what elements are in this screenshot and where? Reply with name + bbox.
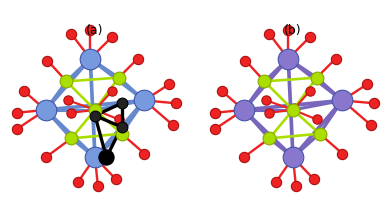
Point [212, 111, 218, 114]
Point [266, 111, 272, 114]
Point [273, 180, 279, 184]
Point [307, 89, 313, 93]
Point [65, 99, 71, 102]
Point [109, 89, 115, 93]
Point [42, 156, 49, 159]
Point [285, 28, 291, 32]
Point [116, 118, 122, 121]
Point [314, 76, 320, 79]
Point [118, 132, 125, 135]
Point [166, 83, 172, 86]
Point [95, 184, 101, 188]
Point [113, 178, 119, 181]
Point [44, 59, 51, 62]
Point [212, 127, 218, 131]
Point [240, 108, 247, 112]
Point [219, 89, 225, 93]
Text: (b): (b) [284, 24, 302, 37]
Point [370, 102, 377, 105]
Text: (a): (a) [86, 24, 104, 37]
Point [68, 137, 74, 140]
Point [368, 123, 374, 127]
Point [87, 57, 93, 60]
Point [87, 28, 93, 32]
Point [307, 35, 313, 39]
Point [316, 132, 323, 135]
Point [333, 57, 339, 60]
Point [134, 57, 141, 60]
Point [141, 152, 147, 155]
Point [314, 118, 320, 121]
Point [266, 137, 272, 140]
Point [68, 111, 74, 114]
Point [285, 57, 291, 60]
Point [293, 184, 299, 188]
Point [92, 108, 98, 112]
Point [14, 127, 20, 131]
Point [172, 102, 179, 105]
Point [109, 35, 115, 39]
Point [339, 99, 345, 102]
Point [118, 125, 125, 129]
Point [339, 152, 345, 155]
Point [92, 156, 98, 159]
Point [92, 114, 98, 117]
Point [116, 76, 122, 79]
Point [21, 89, 27, 93]
Point [364, 83, 370, 86]
Point [141, 99, 147, 102]
Point [64, 80, 70, 83]
Point [42, 108, 49, 112]
Point [68, 32, 74, 36]
Point [103, 156, 109, 159]
Point [261, 80, 268, 83]
Point [290, 156, 296, 159]
Point [170, 123, 176, 127]
Point [266, 32, 272, 36]
Point [311, 178, 317, 181]
Point [75, 180, 81, 184]
Point [242, 59, 249, 62]
Point [263, 99, 270, 102]
Point [14, 111, 20, 114]
Point [118, 102, 125, 105]
Point [240, 156, 247, 159]
Point [290, 108, 296, 112]
